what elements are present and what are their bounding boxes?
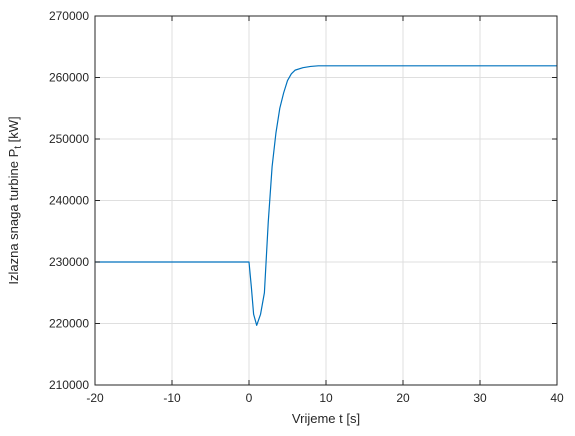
y-axis-label-main: Izlazna snaga turbine P xyxy=(6,149,21,285)
x-tick-label: 0 xyxy=(246,391,253,405)
x-axis-label: Vrijeme t [s] xyxy=(292,411,360,426)
x-tick-label: 30 xyxy=(473,391,487,405)
grid xyxy=(95,16,557,385)
y-tick-label: 220000 xyxy=(49,317,89,331)
x-tick-label: -20 xyxy=(86,391,104,405)
y-tick-label: 240000 xyxy=(49,194,89,208)
axis-ticks xyxy=(94,15,558,386)
x-tick-label: 10 xyxy=(319,391,333,405)
y-tick-label: 210000 xyxy=(49,378,89,392)
x-tick-label: 20 xyxy=(396,391,410,405)
y-tick-label: 270000 xyxy=(49,9,89,23)
y-tick-label: 250000 xyxy=(49,132,89,146)
y-axis-label-subscript: t xyxy=(13,146,24,149)
y-tick-label: 230000 xyxy=(49,255,89,269)
x-tick-label: 40 xyxy=(550,391,564,405)
series-layer xyxy=(95,65,557,326)
y-axis-label-unit: [kW] xyxy=(6,116,21,146)
y-axis-label: Izlazna snaga turbine Pt [kW] xyxy=(6,116,24,284)
x-tick-label: -10 xyxy=(163,391,181,405)
series-line xyxy=(95,65,557,326)
y-tick-label: 260000 xyxy=(49,71,89,85)
tick-labels: -20 -10 0 10 20 30 40 210000 220000 230000 240000 2… xyxy=(49,9,564,405)
